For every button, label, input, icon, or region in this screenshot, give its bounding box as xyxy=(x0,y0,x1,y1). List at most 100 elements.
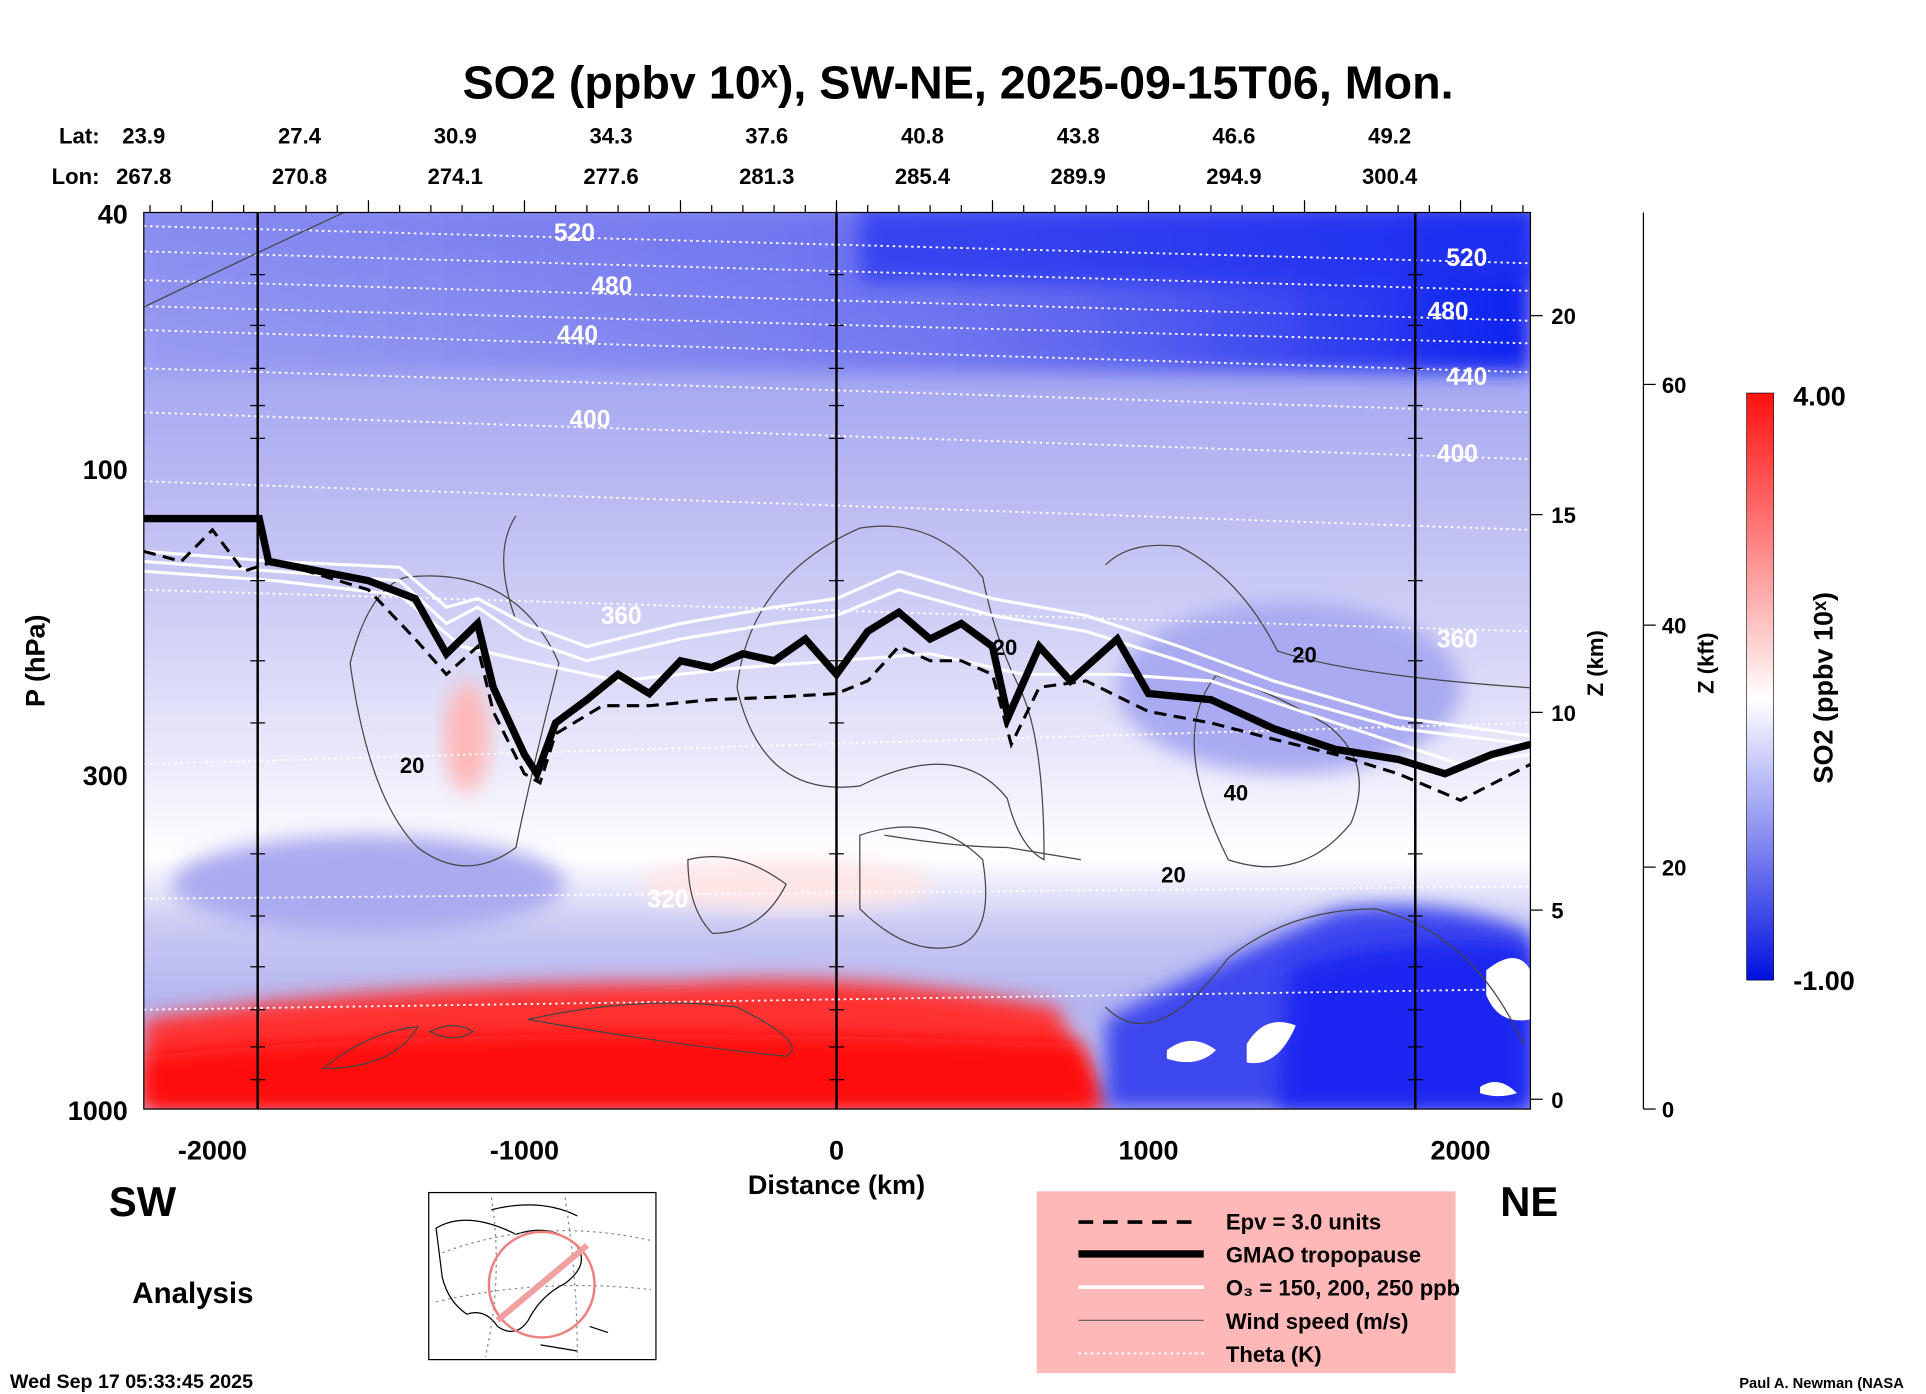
theta-label: 440 xyxy=(557,322,598,349)
zkm-tick-label: 5 xyxy=(1551,899,1563,924)
lon-value: 270.8 xyxy=(272,164,327,189)
colorbar-min: -1.00 xyxy=(1793,966,1855,996)
credit: Paul A. Newman (NASA xyxy=(1739,1376,1904,1392)
theta-line-480 xyxy=(143,279,1531,322)
lat-value: 34.3 xyxy=(589,124,632,149)
ne-label: NE xyxy=(1500,1178,1558,1225)
theta-line-500 xyxy=(143,250,1531,292)
y-tick-label: 40 xyxy=(98,200,128,230)
wind-contour xyxy=(321,1002,793,1070)
y-tick-label: 100 xyxy=(83,455,128,485)
zkft-axis-label: Z (kft) xyxy=(1693,633,1718,694)
x-tick-label: -1000 xyxy=(490,1135,559,1165)
zkm-axis-label: Z (km) xyxy=(1583,630,1608,696)
theta-label: 400 xyxy=(1437,441,1478,468)
wind-contour xyxy=(859,826,987,949)
lon-value: 294.9 xyxy=(1206,164,1261,189)
zkm-tick-label: 10 xyxy=(1551,701,1576,726)
x-tick-label: 1000 xyxy=(1118,1135,1178,1165)
theta-line-440 xyxy=(143,329,1531,374)
chart-title: SO2 (ppbv 10ˣ), SW-NE, 2025-09-15T06, Mo… xyxy=(463,56,1454,108)
theta-label: 400 xyxy=(570,407,611,434)
wind-label: 20 xyxy=(1292,642,1317,667)
zkm-tick-label: 15 xyxy=(1551,503,1576,528)
legend-item-label: O₃ = 150, 200, 250 ppb xyxy=(1226,1276,1460,1301)
wind-label: 20 xyxy=(400,753,425,778)
theta-label: 440 xyxy=(1446,364,1487,391)
lat-value: 49.2 xyxy=(1368,124,1411,149)
x-axis-label: Distance (km) xyxy=(748,1170,925,1200)
theta-label: 320 xyxy=(648,886,689,913)
o3-line xyxy=(143,549,1531,738)
lon-value: 274.1 xyxy=(428,164,483,189)
zkft-tick-label: 0 xyxy=(1662,1098,1674,1123)
legend-item-label: GMAO tropopause xyxy=(1226,1243,1421,1268)
zkft-tick-label: 20 xyxy=(1662,856,1687,881)
theta-label: 360 xyxy=(601,603,642,630)
legend-item-label: Theta (K) xyxy=(1226,1342,1322,1367)
sw-label: SW xyxy=(109,1178,177,1225)
y-axis-label: P (hPa) xyxy=(20,614,50,707)
colorbar: 4.00 -1.00 SO2 (ppbv 10ˣ) xyxy=(1746,381,1855,996)
theta-line-420 xyxy=(143,367,1531,414)
lon-label: Lon: xyxy=(52,164,100,189)
zkft-tick-label: 40 xyxy=(1662,614,1687,639)
lat-value: 37.6 xyxy=(745,124,788,149)
y-tick-label: 300 xyxy=(83,761,128,791)
tropopause-line xyxy=(143,514,1531,782)
lon-value: 289.9 xyxy=(1051,164,1106,189)
wind-contour xyxy=(143,212,345,308)
colorbar-max: 4.00 xyxy=(1793,381,1846,411)
theta-line-340 xyxy=(143,722,1531,766)
theta-line-380 xyxy=(143,480,1531,531)
wind-label: 40 xyxy=(1224,780,1249,805)
wind-contour xyxy=(503,515,1082,861)
lon-value: 285.4 xyxy=(895,164,951,189)
wind-contour xyxy=(1105,908,1524,1045)
lon-value: 277.6 xyxy=(583,164,638,189)
so2-field: 520 480 440 400 360 320 520 480 440 400 360 20 20 20 4… xyxy=(143,212,1531,1110)
theta-label: 480 xyxy=(1428,299,1469,326)
colorbar-label: SO2 (ppbv 10ˣ) xyxy=(1809,592,1839,784)
timestamp: Wed Sep 17 05:33:45 2025 xyxy=(10,1371,253,1393)
wind-label: 20 xyxy=(1161,863,1186,888)
theta-label: 520 xyxy=(554,220,595,247)
x-tick-label: 2000 xyxy=(1430,1135,1490,1165)
epv-line xyxy=(143,527,1531,802)
theta-label: 520 xyxy=(1446,245,1487,272)
legend: Epv = 3.0 units GMAO tropopause O₃ = 150, … xyxy=(1036,1191,1460,1374)
legend-item-label: Wind speed (m/s) xyxy=(1226,1309,1409,1334)
theta-line-320 xyxy=(143,885,1531,900)
theta-label: 360 xyxy=(1437,627,1478,654)
wind-contour xyxy=(1193,674,1360,868)
analysis-label: Analysis xyxy=(132,1277,253,1310)
zkm-tick-label: 0 xyxy=(1551,1088,1563,1113)
lat-value: 23.9 xyxy=(122,124,165,149)
x-tick-label: 0 xyxy=(829,1135,844,1165)
wind-contour xyxy=(687,856,787,935)
lat-value: 30.9 xyxy=(434,124,477,149)
lat-label: Lat: xyxy=(59,124,100,149)
locator-map xyxy=(428,1191,657,1361)
o3-line xyxy=(143,559,1531,746)
theta-line-460 xyxy=(143,305,1531,345)
lat-value: 27.4 xyxy=(278,124,322,149)
theta-line-300 xyxy=(143,988,1531,1011)
wind-label: 20 xyxy=(993,635,1018,660)
lon-value: 267.8 xyxy=(116,164,171,189)
lat-value: 46.6 xyxy=(1212,124,1255,149)
zkm-tick-label: 20 xyxy=(1551,304,1576,329)
theta-label: 480 xyxy=(591,273,632,300)
theta-line-400 xyxy=(143,411,1531,461)
wind-contour xyxy=(736,525,1045,861)
x-tick-label: -2000 xyxy=(178,1135,247,1165)
lat-lon-header: Lat: Lon: 23.9 267.8 27.4 270.8 30.9 274.1 34.… xyxy=(52,124,1418,190)
theta-line-520 xyxy=(143,225,1531,265)
theta-line-360 xyxy=(143,588,1531,633)
y-tick-label: 1000 xyxy=(68,1096,128,1126)
zkft-tick-label: 60 xyxy=(1662,373,1687,398)
wind-contour xyxy=(1105,544,1531,689)
lat-value: 43.8 xyxy=(1057,124,1100,149)
legend-item-label: Epv = 3.0 units xyxy=(1226,1209,1381,1234)
